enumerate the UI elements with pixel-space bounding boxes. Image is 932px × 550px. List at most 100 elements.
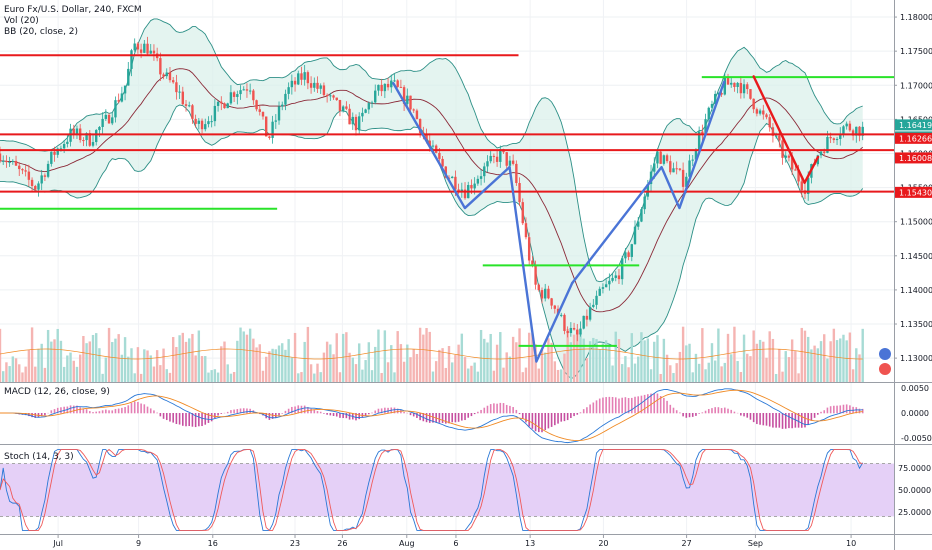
macd-histogram-bar [537,413,540,433]
candle-body [14,160,18,166]
volume-bar [790,339,794,382]
macd-histogram-bar [826,407,829,414]
volume-bar [21,372,24,382]
candle-body [133,43,136,51]
macd-histogram-bar [169,413,171,422]
event-flag-icon[interactable] [879,348,891,360]
pattern-trendline[interactable] [570,80,726,285]
time-tick-label: 23 [290,539,300,548]
candle-body [656,151,659,164]
volume-bar [473,362,476,382]
volume-bar [511,336,515,382]
volume-bar [53,339,56,382]
candle-body [784,155,787,158]
volume-bar [704,369,707,382]
candle-body [37,183,40,190]
macd-histogram-bar [217,413,219,416]
macd-histogram-bar [570,413,572,419]
time-tick-label: 26 [337,539,347,548]
volume-bar [181,332,185,382]
macd-histogram-bar [473,413,476,415]
macd-histogram-bar [611,396,614,414]
candle-body [130,50,133,69]
candle-body [736,82,739,87]
volume-bar [675,363,678,382]
macd-histogram-bar [663,397,665,414]
macd-histogram-bar [813,413,816,418]
candle-body [845,123,848,127]
candle-body [149,50,152,54]
candle-body [653,163,656,172]
candle-body [534,264,537,285]
candle-body [425,133,428,141]
volume-bar [178,335,181,382]
volume-bar [5,362,8,382]
macd-histogram-bar [733,411,736,414]
volume-bar [515,342,518,382]
macd-histogram-bar [409,413,412,416]
volume-bar [604,340,608,382]
macd-histogram-bar [239,408,242,414]
macd-histogram-bar [56,407,59,414]
pattern-trendline[interactable] [752,75,820,185]
candle-body [59,148,63,150]
volume-bar [418,327,422,382]
macd-histogram-bar [691,413,694,417]
candle-body [678,168,682,170]
dividend-flag-icon[interactable] [879,363,891,375]
candle-body [85,133,88,141]
volume-bar [95,333,98,382]
volume-bar [277,345,281,382]
candle-body [88,133,91,146]
macd-histogram-bar [175,413,178,425]
candle-body [393,80,396,82]
candle-body [136,43,140,50]
candle-body [774,135,778,137]
stoch-tick-label: 50.0000 [898,486,931,495]
volume-bar [502,367,505,382]
candle-body [377,84,380,91]
macd-histogram-bar [268,413,271,420]
macd-histogram-bar [121,407,123,414]
volume-bar [726,333,730,382]
macd-histogram-bar [756,413,758,425]
volume-bar [771,338,775,382]
macd-histogram-bar [711,408,713,414]
pattern-trendline[interactable] [392,82,511,210]
macd-histogram-bar [784,413,787,429]
macd-histogram-bar [666,400,668,414]
candle-body [758,110,762,114]
pattern-trendline[interactable] [508,165,574,363]
volume-bar [553,361,557,382]
volume-bar [357,343,361,382]
volume-bar [361,369,364,382]
volume-bar [402,361,406,382]
volume-bar [653,341,656,382]
candle-body [338,99,342,111]
candle-body [778,135,781,141]
macd-histogram-bar [114,408,117,414]
candle-body [742,84,746,94]
price-badge-label: 1.15430 [899,188,932,197]
volume-bar [46,329,50,382]
macd-histogram-bar [659,396,662,414]
candle-body [43,175,47,177]
macd-histogram-bar [165,413,168,421]
macd-histogram-bar [117,408,120,414]
candle-body [771,127,775,136]
macd-histogram-bar [669,404,672,414]
macd-histogram-bar [861,408,864,414]
stoch-d-line [0,448,863,531]
volume-bar [598,349,601,382]
volume-bar [492,370,496,382]
volume-bar [848,332,852,382]
volume-bar [592,337,595,382]
macd-histogram-bar [271,413,274,419]
macd-histogram-bar [444,413,447,424]
volume-bar [781,371,784,382]
macd-histogram-bar [162,413,165,419]
volume-bar [576,330,579,382]
candle-body [566,330,569,334]
candle-body [595,295,598,305]
